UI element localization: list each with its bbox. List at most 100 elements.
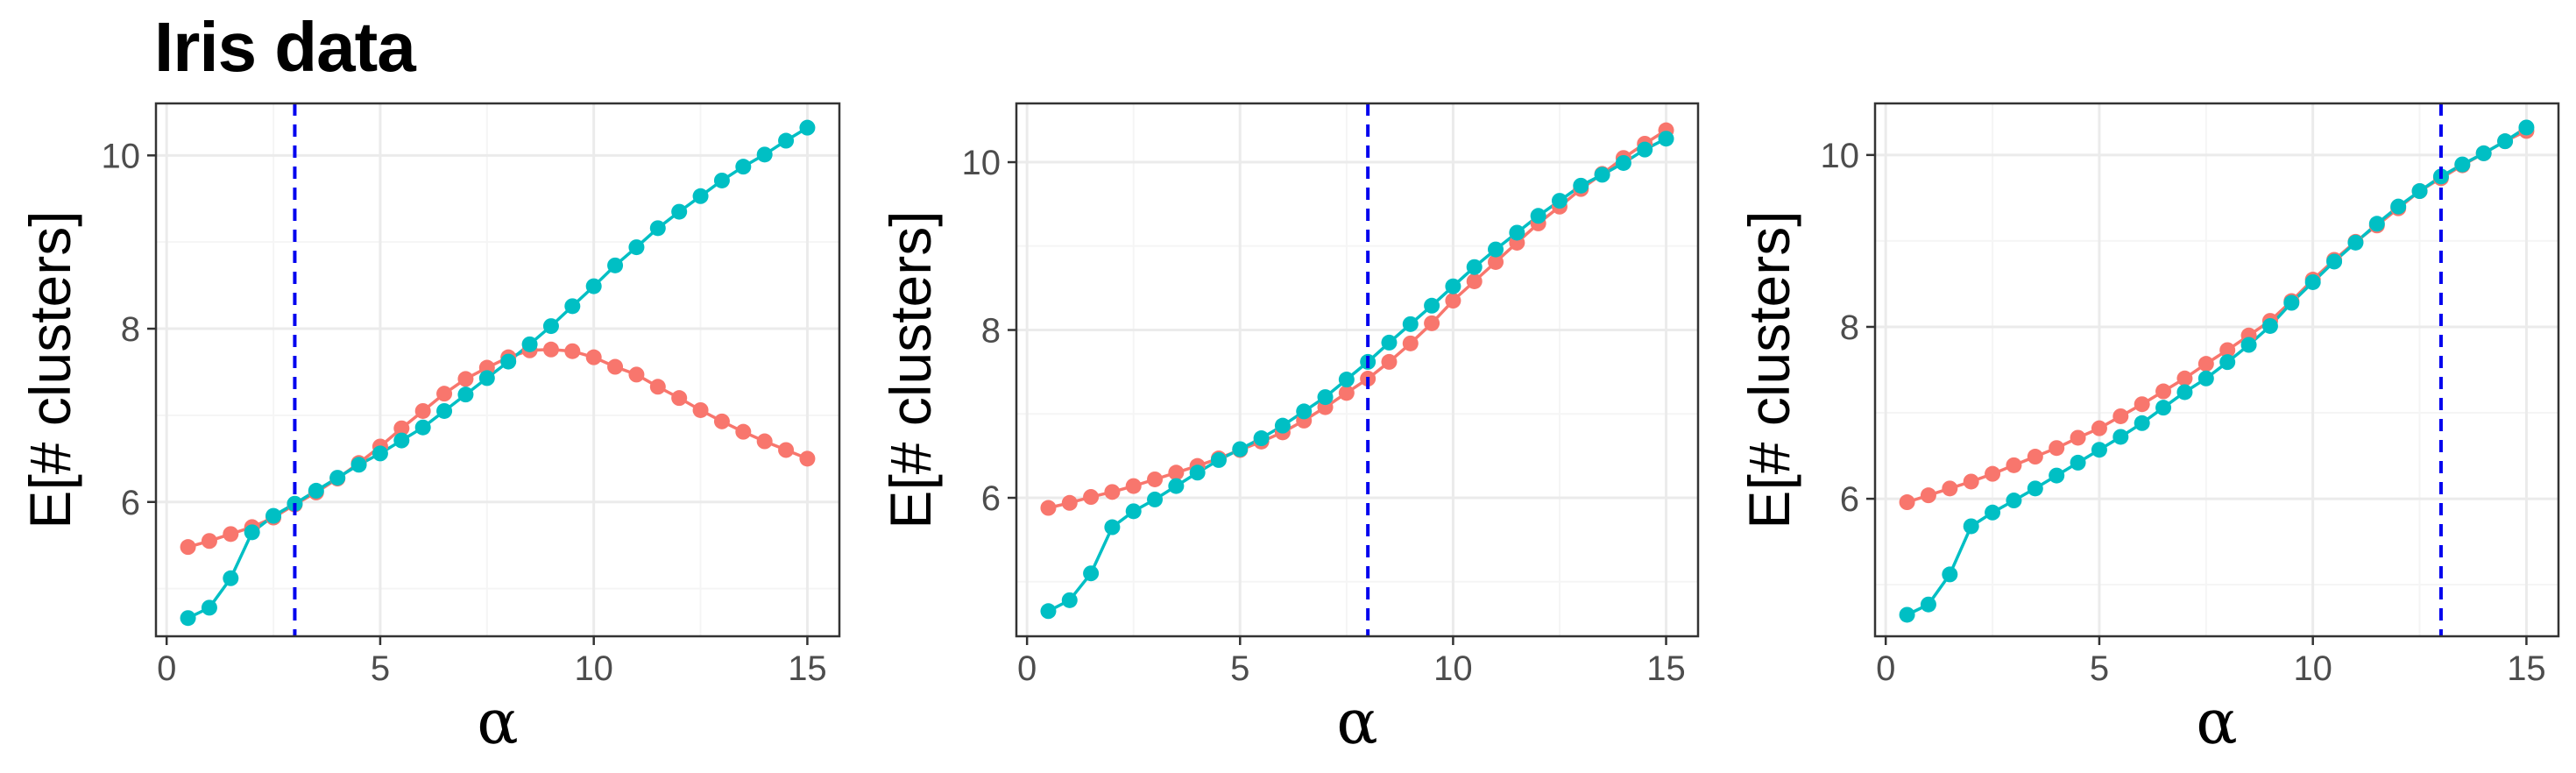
panel-2-x-axis-title: α	[1336, 686, 1377, 758]
panel-3-series-2-point	[1899, 606, 1915, 623]
panel-1-series-2-point	[671, 203, 688, 220]
panel-1-y-tick-label: 8	[121, 310, 140, 349]
panel-1-series-2-point	[393, 432, 410, 449]
panel-1-series-1-point	[201, 533, 217, 550]
panel-1-series-2-point	[735, 159, 752, 175]
panel-3-series-1-point	[2176, 370, 2193, 386]
panel-1-series-2-point	[372, 445, 388, 462]
panel-1-series-1-point	[607, 358, 624, 375]
panel-2-series-2-point	[1061, 592, 1078, 608]
panel-1-series-1-point	[671, 390, 688, 407]
panel-1-series-2-point	[414, 419, 431, 436]
panel-1-series-1-point	[180, 539, 196, 556]
panel-2-series-2-point	[1615, 154, 1631, 171]
panel-3-y-tick-label: 8	[1840, 308, 1859, 347]
panel-1-series-2-point	[500, 353, 517, 370]
panel-3-series-2-point	[2390, 198, 2407, 215]
panel-1-series-2-point	[350, 457, 367, 473]
panel-2-y-tick-label: 8	[981, 312, 1001, 351]
panel-3-series-2-point	[2134, 415, 2150, 431]
panel-3-series-1-point	[2070, 429, 2086, 446]
panel-2-series-1-point	[1488, 253, 1504, 270]
panel-3-x-axis-title: α	[2196, 686, 2237, 758]
panel-3-series-2-point	[2112, 429, 2129, 445]
panel-2-series-2-point	[1125, 503, 1142, 520]
panel-1-series-2-point	[265, 507, 282, 524]
panel-3-series-2-point	[1942, 566, 1958, 583]
panel-3-series-2-point	[2326, 253, 2343, 270]
panel-3-series-2-point	[2070, 454, 2086, 471]
panel-2-series-1-point	[1402, 335, 1419, 351]
panel-1-y-tick-label: 6	[121, 484, 140, 522]
panel-1-x-tick-label: 10	[574, 649, 613, 688]
panel-2-series-1-point	[1168, 465, 1185, 481]
panel-1-series-2-point	[308, 482, 324, 499]
panel-2-x-tick-label: 0	[1017, 649, 1037, 688]
panel-1-series-2-point	[436, 402, 453, 419]
panel-2-series-1-point	[1061, 494, 1078, 511]
panel-1-series-1-point	[735, 423, 752, 440]
panel-1-border	[154, 102, 841, 638]
panel-2-series-2-point	[1168, 478, 1185, 494]
panel-1-series-1-point	[393, 420, 410, 436]
panel-1-x-axis-title: α	[477, 686, 518, 758]
panel-2-series-1-point	[1381, 353, 1398, 370]
panel-3-y-tick-label: 6	[1840, 480, 1859, 519]
panel-2-series-2-point	[1210, 451, 1227, 468]
panel-1-x-tick-label: 15	[788, 649, 827, 688]
panel-2-series-2-point	[1040, 603, 1057, 620]
panel-3-series-2-point	[2497, 133, 2514, 150]
panel-3-series-1-point	[2112, 408, 2129, 424]
panel-2-series-2-point	[1296, 403, 1313, 420]
panel-1-series-2-point	[628, 239, 645, 256]
panel-3-series-1-point	[1920, 487, 1936, 504]
panel-1-series-2-point	[244, 524, 260, 541]
panel-2-y-tick-label: 6	[981, 479, 1001, 518]
panel-1-x-tick-label: 5	[371, 649, 390, 688]
panel-3-series-2-point	[2027, 480, 2043, 497]
panel-2-x-tick-label: 15	[1646, 649, 1686, 688]
panel-2-y-tick-label: 10	[962, 144, 1001, 182]
panel-1-series-2-point	[329, 470, 346, 486]
panel-2-series-2-point	[1573, 177, 1589, 194]
panel-3-x-tick-label: 15	[2507, 649, 2546, 688]
panel-1-series-1-point	[692, 401, 709, 418]
panel-2-series-2-point	[1509, 224, 1525, 241]
panel-3-y-tick-label: 10	[1821, 137, 1860, 175]
panel-3-x-tick-label: 0	[1876, 649, 1895, 688]
panel-2-series-1-point	[1040, 500, 1057, 516]
panel-2-series-2-point	[1594, 167, 1610, 183]
panel-3-series-1-point	[1985, 465, 2001, 482]
panel-3-series-1-point	[2134, 396, 2150, 413]
panel-2-border	[1015, 102, 1700, 638]
panel-1-series-2-point	[564, 298, 581, 315]
panel-3-series-2-point	[2261, 317, 2278, 334]
panel-3-series-2-point	[2304, 273, 2321, 290]
panel-1-series-1-point	[457, 371, 474, 387]
panel-2-series-1-point	[1125, 478, 1142, 494]
panel-3-border	[1873, 102, 2560, 638]
panel-2-series-1-point	[1083, 489, 1100, 506]
panel-3-series-2-point	[1985, 504, 2001, 521]
panel-3-series-2-point	[2411, 183, 2428, 200]
panel-1-series-1-point	[414, 402, 431, 419]
panel-2-series-2-point	[1637, 141, 1653, 158]
panel-3-series-1-point	[2006, 457, 2022, 473]
panel-1-series-1-point	[778, 442, 795, 458]
panel-1-series-2-point	[457, 386, 474, 403]
panel-2-series-1-point	[1147, 471, 1164, 487]
panel-1-series-2-point	[799, 119, 816, 136]
panel-1-series-1-point	[542, 341, 559, 358]
panel-3-series-2-point	[2049, 467, 2065, 484]
panel-3-series-2-point	[2347, 234, 2364, 251]
panel-1-series-2-point	[478, 370, 495, 386]
panel-1-series-2-point	[542, 318, 559, 335]
panel-2-series-1-point	[1104, 484, 1121, 500]
panel-2-series-2-point	[1253, 430, 1270, 447]
panel-2-series-2-point	[1274, 417, 1291, 434]
panel-1-series-2-point	[180, 610, 196, 627]
panel-1-y-tick-label: 10	[102, 137, 141, 175]
panel-2-series-2-point	[1338, 372, 1355, 388]
panel-2-series-1-point	[1424, 315, 1440, 331]
